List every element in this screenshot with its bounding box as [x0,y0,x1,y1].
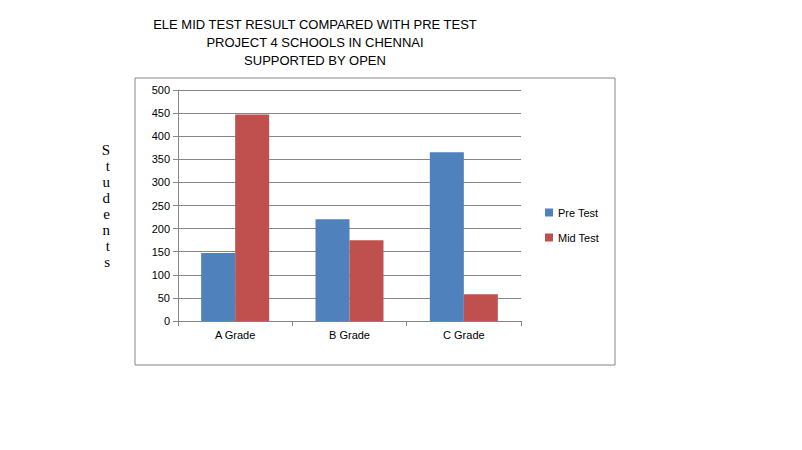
svg-text:150: 150 [152,246,170,258]
svg-text:100: 100 [152,269,170,281]
svg-text:e: e [103,206,110,222]
svg-text:C Grade: C Grade [443,329,485,341]
svg-text:Mid Test: Mid Test [558,232,599,244]
svg-text:350: 350 [152,153,170,165]
svg-text:A Grade: A Grade [215,329,255,341]
svg-text:SUPPORTED BY OPEN: SUPPORTED BY OPEN [244,53,386,68]
svg-text:0: 0 [164,315,170,327]
svg-text:u: u [103,174,111,190]
svg-text:300: 300 [152,176,170,188]
svg-text:450: 450 [152,107,170,119]
svg-text:50: 50 [158,292,170,304]
svg-text:Pre Test: Pre Test [558,207,598,219]
svg-text:PROJECT 4 SCHOOLS IN CHENNAI: PROJECT 4 SCHOOLS IN CHENNAI [206,35,423,50]
svg-text:S: S [102,142,110,158]
svg-text:t: t [106,238,111,254]
svg-text:t: t [106,158,111,174]
svg-text:n: n [103,222,111,238]
svg-text:ELE MID TEST RESULT COMPARED W: ELE MID TEST RESULT COMPARED WITH PRE TE… [153,17,477,32]
svg-text:B Grade: B Grade [329,329,370,341]
svg-text:d: d [103,190,111,206]
svg-text:500: 500 [152,84,170,96]
svg-text:200: 200 [152,223,170,235]
svg-text:250: 250 [152,200,170,212]
svg-text:s: s [104,254,110,270]
svg-text:400: 400 [152,130,170,142]
